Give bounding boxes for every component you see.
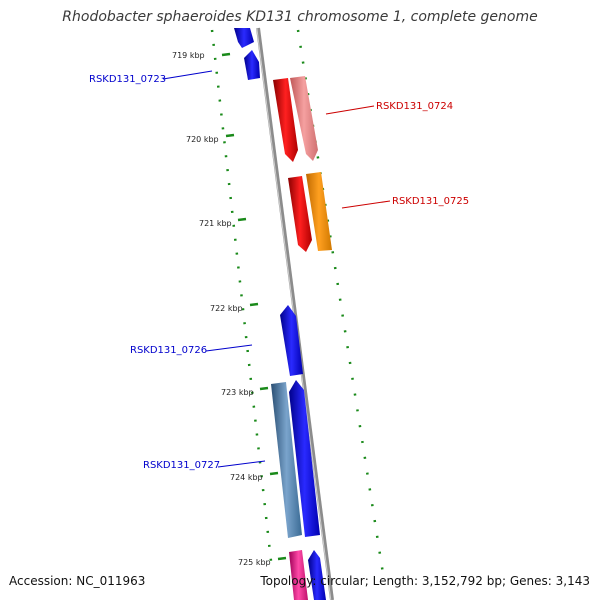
leader-0727 [217, 460, 266, 468]
gene-blue-bottom-right[interactable] [308, 550, 326, 600]
gene-rskd131-0726[interactable] [280, 305, 303, 376]
scale-ticks [221, 52, 287, 561]
tick-724 [269, 471, 279, 476]
tick-label-719: 719 kbp [172, 51, 205, 60]
map-title: Rhodobacter sphaeroides KD131 chromosome… [62, 9, 538, 25]
gene-blue-right-long[interactable] [289, 380, 320, 537]
gene-labels: RSKD131_0723 RSKD131_0724 RSKD131_0725 R… [89, 70, 469, 471]
tick-719 [221, 52, 231, 57]
minus-strand-features [234, 28, 308, 600]
genes-label: Genes: [509, 574, 552, 588]
tick-label-722: 722 kbp [210, 304, 243, 313]
length-label: Length: [372, 574, 419, 588]
accession-label: Accession: [9, 574, 73, 588]
accession-value: NC_011963 [76, 574, 146, 588]
tick-720 [225, 133, 235, 138]
tick-label-720: 720 kbp [186, 135, 219, 144]
leader-0724 [325, 105, 375, 115]
gene-rskd131-0727-steel[interactable] [271, 382, 302, 538]
topology-value: circular [320, 574, 365, 588]
plus-strand-features [273, 76, 332, 600]
gene-rskd131-0725-orange[interactable] [306, 172, 332, 251]
tick-label-723: 723 kbp [221, 388, 254, 397]
accession-info: Accession: NC_011963 [9, 574, 145, 588]
tick-721 [237, 217, 247, 222]
gene-rskd131-0724-red[interactable] [273, 78, 298, 162]
genes-value: 3,143 [555, 574, 590, 588]
length-value: 3,152,792 bp [421, 574, 502, 588]
leader-0726 [205, 344, 253, 352]
leader-0723 [162, 70, 213, 80]
scale-tick-labels: 719 kbp 720 kbp 721 kbp 722 kbp 723 kbp … [172, 51, 271, 567]
gene-top-blue[interactable] [234, 28, 254, 48]
topology-label: Topology: [260, 574, 317, 588]
tick-label-721: 721 kbp [199, 219, 232, 228]
chromosome-backbone [256, 27, 334, 600]
genome-summary: Topology: circular; Length: 3,152,792 bp… [260, 574, 590, 588]
tick-725 [277, 556, 287, 561]
tick-label-724: 724 kbp [230, 473, 263, 482]
label-rskd131-0726: RSKD131_0726 [130, 345, 207, 356]
gene-rskd131-0724-salmon[interactable] [290, 76, 318, 161]
tick-label-725: 725 kbp [238, 558, 271, 567]
label-rskd131-0724: RSKD131_0724 [376, 101, 453, 112]
tick-723 [259, 386, 269, 391]
gene-pink-bottom[interactable] [289, 550, 308, 600]
gene-rskd131-0725-red[interactable] [288, 176, 312, 252]
leader-0725 [341, 200, 391, 209]
label-rskd131-0725: RSKD131_0725 [392, 196, 469, 207]
tick-722 [249, 302, 259, 307]
label-rskd131-0723: RSKD131_0723 [89, 74, 166, 85]
gene-rskd131-0723[interactable] [244, 50, 260, 80]
label-rskd131-0727: RSKD131_0727 [143, 460, 220, 471]
gc-track-inner [210, 29, 274, 571]
